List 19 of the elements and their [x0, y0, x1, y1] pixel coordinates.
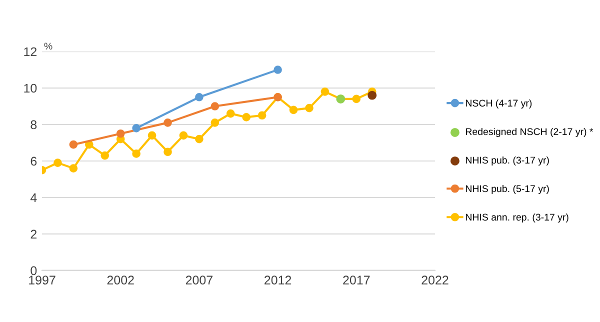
x-tick-label: 2002 — [107, 276, 134, 285]
y-tick-label: 6 — [30, 156, 37, 166]
y-tick-label: 4 — [30, 193, 37, 202]
x-tick-label: 1997 — [29, 276, 56, 285]
legend-label: NHIS pub. (5-17 yr) — [466, 184, 549, 194]
x-tick-label: 2012 — [264, 276, 292, 285]
y-tick-label: 0 — [30, 266, 37, 276]
legend-label: NHIS ann. rep. (3-17 yr) — [466, 213, 568, 223]
y-tick-label: 10 — [24, 84, 37, 93]
x-tick-label: 2022 — [422, 276, 448, 285]
y-tick-label: 2 — [30, 230, 37, 239]
y-tick-label: 12 — [24, 47, 37, 56]
x-tick-label: 2017 — [343, 276, 370, 285]
x-tick-label: 2007 — [186, 276, 212, 285]
legend-label: NSCH (4-17 yr) — [466, 99, 532, 109]
y-tick-label: 8 — [30, 120, 37, 130]
y-axis-title: % — [44, 42, 52, 50]
legend-label: Redesigned NSCH (2-17 yr) * — [466, 128, 594, 138]
legend-label: NHIS pub. (3-17 yr) — [466, 156, 549, 166]
